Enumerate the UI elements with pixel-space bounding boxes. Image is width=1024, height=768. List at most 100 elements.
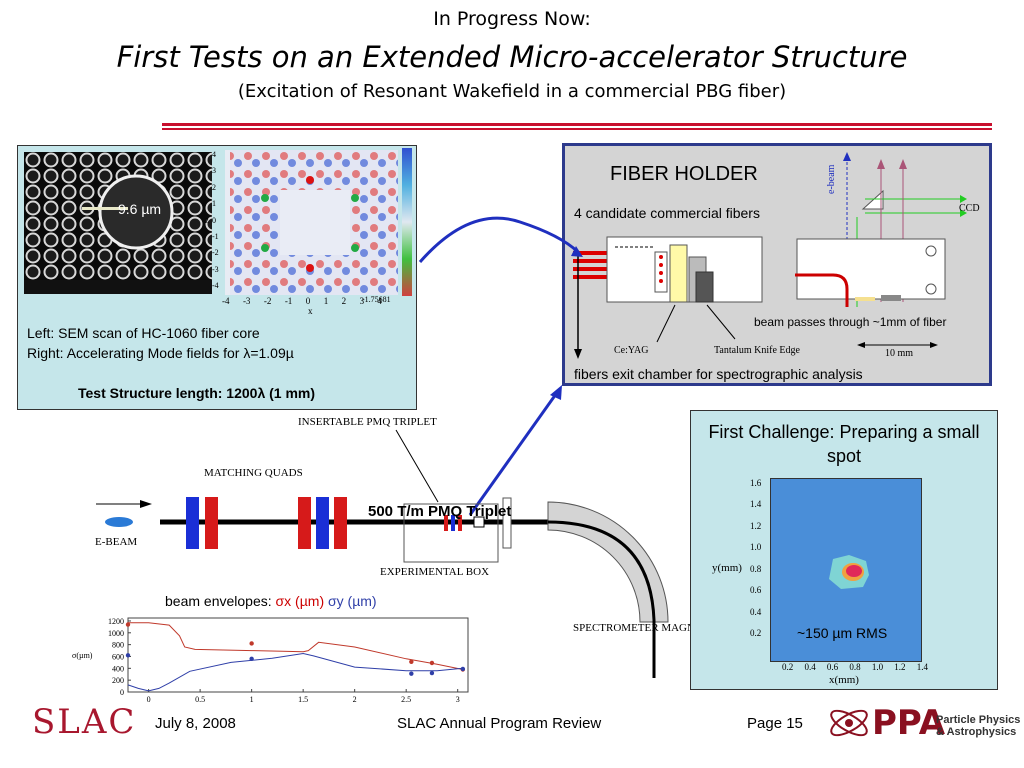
field-y-tick: -3 (212, 264, 219, 274)
mode-field-svg (230, 150, 398, 295)
field-y-tick: 4 (212, 150, 216, 159)
experimental-box (403, 503, 499, 563)
x-tick-label: 1.5 (298, 695, 308, 704)
beam-spot-svg (829, 555, 869, 589)
sem-image (24, 152, 212, 294)
field-x-tick: 3 (359, 296, 365, 306)
title-rule-top (162, 123, 992, 126)
mode-field-plot (225, 150, 398, 295)
rms-label: ~150 µm RMS (797, 625, 888, 641)
field-y-tick: 0 (212, 215, 216, 225)
spot-y-tick: 0.8 (750, 563, 762, 574)
field-x-tick: -2 (263, 296, 272, 306)
data-point (460, 666, 466, 672)
spot-x-label: x(mm) (829, 674, 859, 686)
spot-y-label: y(mm) (712, 562, 742, 574)
ppa-caption-line1: Particle Physics (936, 714, 1021, 726)
ceyag-label: Ce:YAG (614, 345, 649, 356)
footer-event: SLAC Annual Program Review (397, 715, 602, 732)
field-x-tick: -4 (222, 296, 230, 306)
beam-spot-plot (770, 478, 922, 662)
field-x-tick: 1 (323, 296, 329, 306)
x-tick-label: 3 (456, 695, 460, 704)
spectrometer-magnet (547, 501, 669, 623)
field-x-tick: -3 (242, 296, 251, 306)
field-y-tick: -2 (212, 248, 219, 258)
insertable-pmq-label: INSERTABLE PMQ TRIPLET (298, 416, 437, 428)
data-point (249, 641, 254, 646)
colorbar (402, 148, 412, 296)
spectrometer-magnet-label: SPECTROMETER MAGNET (573, 622, 709, 634)
field-y-tick: -1 (212, 231, 219, 241)
data-point (409, 659, 414, 665)
field-x-axis-label: x (308, 306, 313, 316)
challenge-title: First Challenge: Preparing a small spot (708, 422, 980, 466)
matching-quad (186, 497, 199, 549)
y-tick-label: 800 (112, 641, 124, 650)
field-x-tick: -1 (284, 296, 293, 306)
colorbar-min-label: -1.75681 (362, 295, 391, 304)
experimental-box-label: EXPERIMENTAL BOX (380, 566, 490, 578)
title-rule-bottom (162, 128, 992, 130)
fiber-holder-subtitle: 4 candidate commercial fibers (574, 205, 760, 221)
matching-quad (298, 497, 311, 549)
field-x-tick: 2 (341, 296, 347, 306)
envelope-title-prefix: beam envelopes: (165, 593, 276, 609)
data-point (125, 653, 131, 658)
spot-x-tick: 1.4 (916, 662, 928, 672)
field-x-tick: 0 (305, 296, 311, 306)
data-point (409, 671, 414, 676)
y-tick-label: 600 (112, 652, 124, 661)
hollow-core (98, 174, 174, 250)
ppa-logo-text: PPA (872, 703, 946, 743)
x-tick-label: 0 (147, 695, 151, 704)
spot-x-tick: 1.2 (894, 662, 906, 672)
fiber-holder-title: FIBER HOLDER (610, 163, 758, 185)
matching-quad (316, 497, 329, 549)
series-line (128, 622, 463, 670)
x-tick-label: 2 (353, 695, 357, 704)
matching-quad (334, 497, 347, 549)
spot-y-tick: 1.0 (750, 542, 762, 553)
x-tick-label: 1 (250, 695, 254, 704)
y-tick-label: 1200 (108, 617, 124, 626)
spot-x-tick: 0.6 (826, 662, 839, 672)
y-tick-label: 400 (112, 664, 124, 673)
field-y-tick: -4 (212, 281, 219, 290)
field-x-tick: 4 (377, 296, 383, 306)
scale-marker (82, 207, 128, 210)
beam-passes-label: beam passes through ~1mm of fiber (754, 315, 947, 329)
page-title: First Tests on an Extended Micro-acceler… (116, 40, 908, 74)
field-y-tick: 2 (212, 182, 216, 192)
y-axis-label: σ(µm) (72, 651, 93, 660)
scale-label: 10 mm (885, 348, 914, 359)
ebeam-bunch (105, 517, 133, 527)
ppa-emblem-icon (830, 709, 868, 737)
x-tick-label: 0.5 (195, 695, 205, 704)
spot-core (846, 565, 862, 577)
matching-quads-label: MATCHING QUADS (204, 467, 303, 479)
pmq-triplet-label: 500 T/m PMQ Triplet (368, 503, 512, 520)
slac-logo: SLAC (32, 702, 137, 742)
spot-y-tick: 0.6 (750, 585, 762, 596)
spot-x-tick: 1.0 (871, 662, 884, 672)
ppa-caption: Particle Physics & Astrophysics (936, 714, 1020, 738)
data-point (125, 622, 131, 627)
page-subtitle: (Excitation of Resonant Wakefield in a c… (237, 81, 787, 102)
envelope-legend-sx: σx (µm) (275, 593, 325, 609)
spot-y-tick: 1.2 (750, 520, 762, 531)
envelope-title: beam envelopes: σx (µm) σy (µm) (165, 593, 377, 609)
y-tick-label: 0 (120, 688, 124, 697)
footer-date: July 8, 2008 (155, 715, 236, 732)
data-point (429, 660, 435, 666)
spot-x-tick: 0.8 (849, 662, 861, 672)
field-y-ticks: 4 3 2 1 0 -1 -2 -3 -4 (212, 150, 219, 290)
ccd-label: CCD (959, 203, 980, 214)
caption-right: Right: Accelerating Mode fields for λ=1.… (27, 345, 294, 361)
spot-y-tick: 1.4 (750, 499, 762, 510)
fibers-exit-label: fibers exit chamber for spectrographic a… (574, 366, 863, 382)
spot-x-ticks: 0.2 0.4 0.6 0.8 1.0 1.2 1.4 (782, 662, 928, 672)
y-tick-label: 1000 (108, 629, 124, 638)
field-y-axis-label: z (205, 215, 209, 225)
